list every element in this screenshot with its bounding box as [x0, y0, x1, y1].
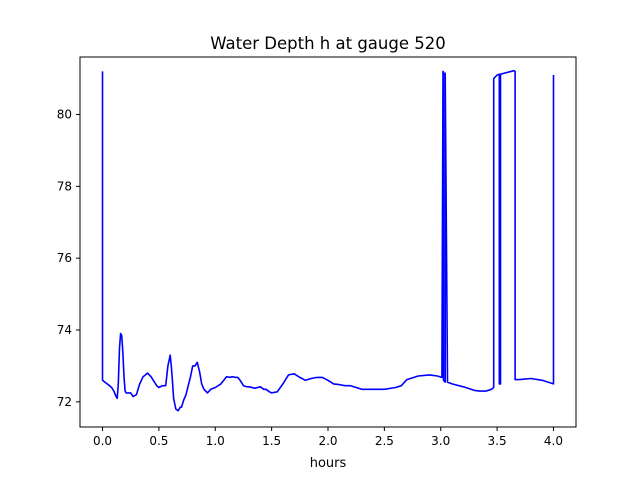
x-tick-label: 4.0: [544, 434, 563, 448]
plot-area-frame: [79, 56, 577, 428]
x-tick-label: 3.0: [431, 434, 450, 448]
x-tick-label: 1.5: [262, 434, 281, 448]
x-tick-label: 0.0: [93, 434, 112, 448]
x-tick-label: 3.5: [488, 434, 507, 448]
x-tick-label: 2.5: [375, 434, 394, 448]
chart-title: Water Depth h at gauge 520: [210, 34, 445, 53]
y-tick-label: 80: [57, 107, 72, 121]
y-axis-ticks: 72 74 76 78 80: [57, 107, 80, 409]
x-tick-label: 0.5: [149, 434, 168, 448]
x-tick-label: 2.0: [318, 434, 337, 448]
x-axis-label: hours: [310, 456, 347, 471]
y-tick-label: 72: [57, 395, 72, 409]
y-tick-label: 78: [57, 179, 72, 193]
series-line: [101, 69, 555, 412]
y-tick-label: 74: [57, 323, 72, 337]
series-layer: [101, 69, 555, 412]
x-axis-ticks: 0.0 0.5 1.0 1.5 2.0 2.5 3.0 3.5 4.0: [93, 427, 563, 448]
y-tick-label: 76: [57, 251, 72, 265]
x-tick-label: 1.0: [206, 434, 225, 448]
